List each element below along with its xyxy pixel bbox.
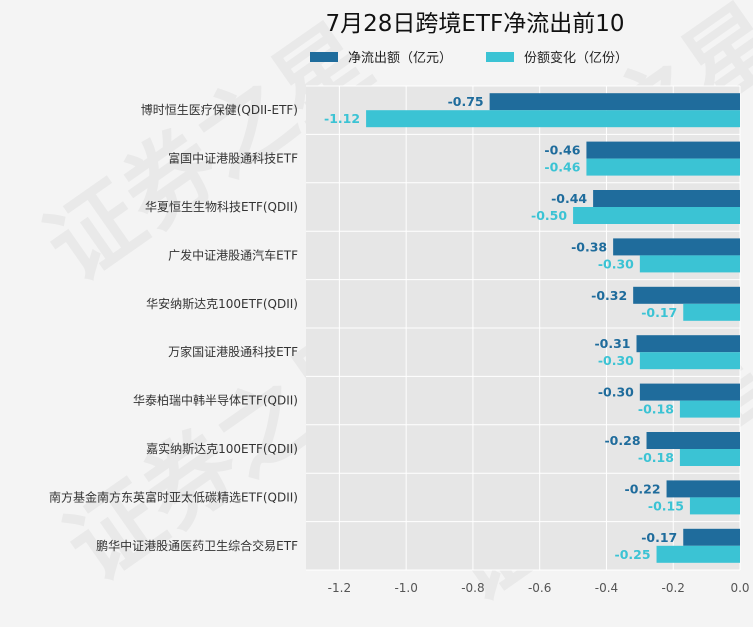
bar-net-outflow: [646, 432, 740, 449]
chart: -0.75 -1.12 -0.46 -0.46 -0.44 -0.50 -0.38 -0.30…: [49, 11, 750, 595]
data-label-net-outflow: -0.17: [641, 530, 677, 545]
data-label-share-change: -0.46: [544, 160, 580, 175]
bar-share-change: [366, 110, 740, 128]
category-label: 华安纳斯达克100ETF(QDII): [146, 296, 298, 311]
x-tick-label: 0.0: [730, 581, 749, 595]
x-tick-label: -0.2: [662, 581, 685, 595]
data-label-net-outflow: -0.44: [551, 191, 587, 206]
bar-net-outflow: [489, 93, 740, 111]
chart-title: 7月28日跨境ETF净流出前10: [326, 11, 625, 37]
legend-swatch: [486, 52, 514, 62]
bar-net-outflow: [666, 480, 740, 498]
bar-share-change: [586, 158, 740, 176]
data-label-share-change: -0.17: [641, 305, 677, 320]
bars: -0.75 -1.12 -0.46 -0.46 -0.44 -0.50 -0.38 -0.30…: [324, 93, 740, 563]
bar-net-outflow: [586, 141, 740, 159]
data-label-share-change: -0.18: [638, 402, 674, 417]
x-axis-ticks: -1.2 -1.0 -0.8 -0.6 -0.4 -0.2 0.0: [328, 581, 750, 595]
category-label: 嘉实纳斯达克100ETF(QDII): [146, 441, 298, 456]
data-label-share-change: -0.50: [531, 208, 567, 223]
bar-net-outflow: [683, 528, 740, 546]
bar-share-change: [656, 545, 740, 563]
bar-share-change: [573, 207, 740, 224]
data-label-share-change: -1.12: [324, 111, 360, 126]
bar-share-change: [683, 303, 740, 321]
category-label: 鹏华中证港股通医药卫生综合交易ETF: [96, 538, 298, 553]
legend-label: 净流出额（亿元）: [348, 51, 452, 66]
x-tick-label: -1.2: [328, 581, 351, 595]
data-label-share-change: -0.18: [638, 450, 674, 465]
x-tick-label: -0.4: [595, 581, 618, 595]
category-label: 博时恒生医疗保健(QDII-ETF): [141, 102, 298, 117]
y-axis-labels: 博时恒生医疗保健(QDII-ETF) 富国中证港股通科技ETF 华夏恒生生物科技ET…: [49, 102, 298, 553]
data-label-net-outflow: -0.32: [591, 288, 627, 303]
data-label-net-outflow: -0.28: [604, 433, 640, 448]
bar-net-outflow: [593, 190, 740, 207]
x-tick-label: -1.0: [394, 581, 417, 595]
data-label-net-outflow: -0.22: [625, 481, 661, 496]
bar-net-outflow: [613, 238, 740, 256]
data-label-net-outflow: -0.38: [571, 239, 607, 254]
category-label: 富国中证港股通科技ETF: [168, 151, 298, 166]
bar-share-change: [689, 497, 740, 515]
bar-net-outflow: [636, 335, 740, 353]
legend-label: 份额变化（亿份）: [524, 50, 628, 66]
data-label-net-outflow: -0.46: [544, 143, 580, 158]
data-label-share-change: -0.30: [598, 353, 634, 368]
bar-share-change: [639, 255, 740, 273]
data-label-share-change: -0.30: [598, 256, 634, 271]
category-label: 万家国证港股通科技ETF: [168, 344, 298, 359]
bar-share-change: [639, 352, 740, 370]
data-label-net-outflow: -0.75: [448, 94, 484, 109]
x-tick-label: -0.6: [528, 581, 551, 595]
bar-share-change: [679, 400, 740, 418]
data-label-net-outflow: -0.30: [598, 385, 634, 400]
data-label-net-outflow: -0.31: [594, 336, 630, 351]
category-label: 南方基金南方东英富时亚太低碳精选ETF(QDII): [49, 489, 298, 504]
category-label: 广发中证港股通汽车ETF: [168, 247, 298, 262]
grid: [306, 85, 741, 571]
bar-net-outflow: [639, 383, 740, 401]
legend: 净流出额（亿元） 份额变化（亿份）: [310, 50, 628, 66]
category-label: 华夏恒生生物科技ETF(QDII): [145, 200, 298, 214]
bar-net-outflow: [633, 286, 740, 304]
legend-swatch: [310, 52, 338, 62]
category-label: 华泰柏瑞中韩半导体ETF(QDII): [133, 393, 298, 408]
x-tick-label: -0.8: [461, 581, 484, 595]
data-label-share-change: -0.25: [615, 547, 651, 562]
bar-share-change: [679, 449, 740, 466]
data-label-share-change: -0.15: [648, 498, 684, 513]
